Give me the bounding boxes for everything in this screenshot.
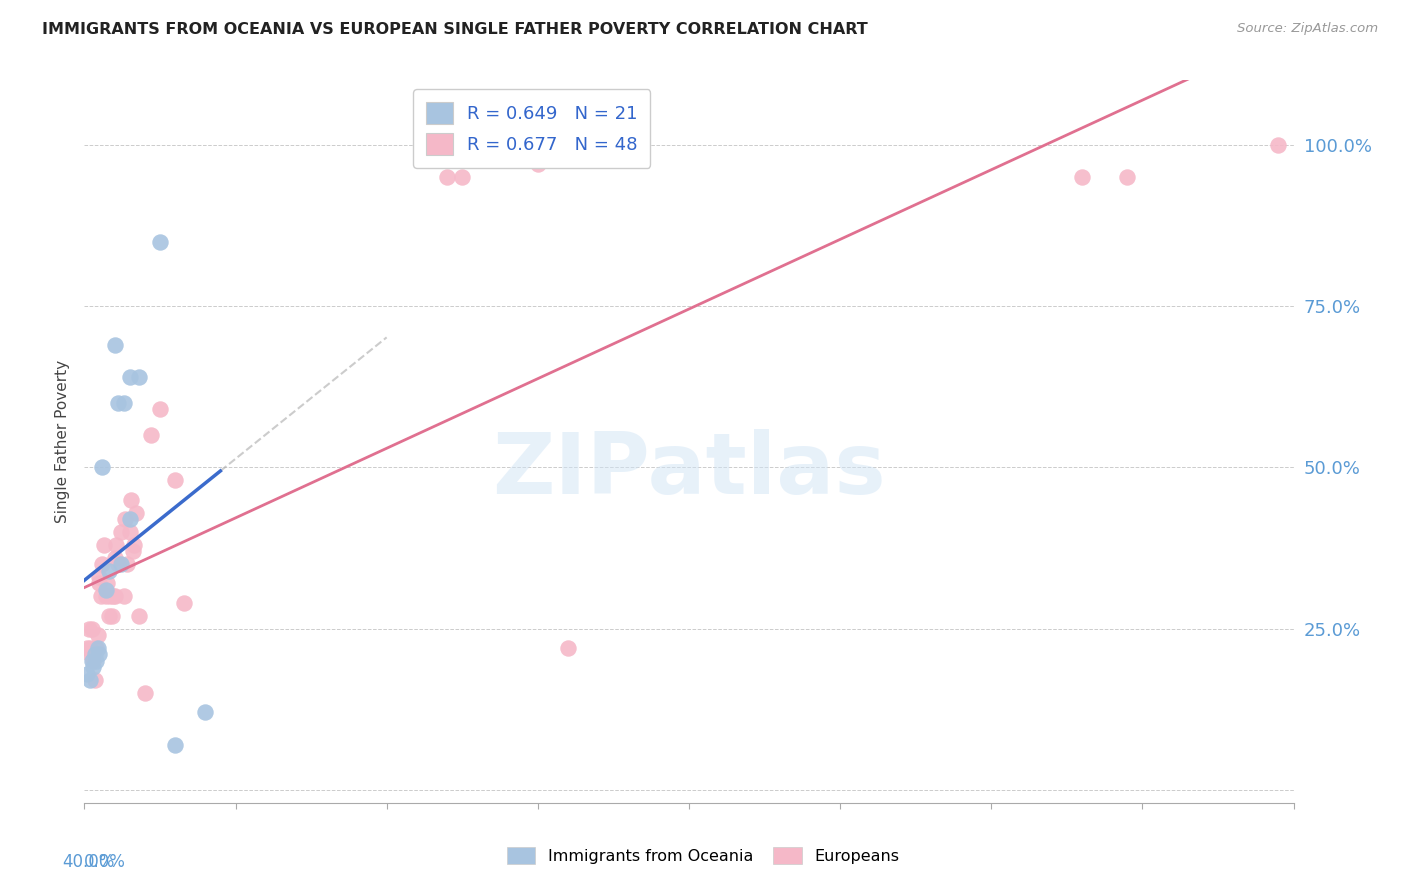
Text: Source: ZipAtlas.com: Source: ZipAtlas.com (1237, 22, 1378, 36)
Point (105, 538, 128, 552)
Point (86, 654, 108, 668)
Point (104, 550, 127, 565)
Point (118, 370, 141, 384)
Point (451, 169, 474, 184)
Point (194, 706, 217, 720)
Point (94, 590, 117, 604)
Point (104, 338, 127, 352)
Point (165, 473, 187, 487)
Legend: Immigrants from Oceania, Europeans: Immigrants from Oceania, Europeans (501, 840, 905, 871)
Point (1071, 169, 1094, 184)
Point (122, 538, 145, 552)
Point (541, 151, 564, 165)
Point (84, 648, 107, 662)
Text: ZIPatlas: ZIPatlas (492, 429, 886, 512)
Point (76, 666, 98, 681)
Point (101, 590, 124, 604)
Point (87, 628, 110, 642)
Point (134, 686, 156, 700)
Point (112, 396, 135, 410)
Point (149, 235, 172, 249)
Point (118, 512, 141, 526)
Point (121, 544, 143, 558)
Point (82, 654, 104, 668)
Point (107, 396, 129, 410)
Y-axis label: Single Father Poverty: Single Father Poverty (55, 360, 70, 523)
Point (527, 157, 550, 171)
Point (86, 640, 108, 655)
Point (107, 557, 129, 571)
Text: 40.0%: 40.0% (62, 854, 115, 871)
Point (128, 370, 150, 384)
Point (89, 576, 111, 591)
Point (82, 660, 104, 674)
Text: 0.0%: 0.0% (84, 854, 127, 871)
Point (93, 538, 115, 552)
Point (87, 640, 110, 655)
Point (82, 648, 104, 662)
Point (94, 582, 117, 597)
Point (149, 402, 172, 417)
Point (112, 590, 135, 604)
Point (100, 608, 122, 623)
Point (139, 428, 162, 442)
Point (77, 622, 100, 636)
Point (110, 557, 132, 571)
Point (120, 492, 142, 507)
Point (1116, 169, 1139, 184)
Point (114, 512, 136, 526)
Point (84, 673, 107, 688)
Point (80, 622, 103, 636)
Point (97, 608, 120, 623)
Point (125, 506, 148, 520)
Point (79, 673, 101, 688)
Point (79, 648, 101, 662)
Point (89, 648, 111, 662)
Point (1267, 137, 1289, 152)
Point (128, 608, 150, 623)
Legend: R = 0.649   N = 21, R = 0.677   N = 48: R = 0.649 N = 21, R = 0.677 N = 48 (413, 89, 651, 168)
Point (436, 169, 458, 184)
Point (96, 576, 118, 591)
Point (118, 524, 141, 539)
Point (115, 557, 138, 571)
Point (89, 570, 111, 584)
Point (76, 640, 98, 655)
Text: IMMIGRANTS FROM OCEANIA VS EUROPEAN SINGLE FATHER POVERTY CORRELATION CHART: IMMIGRANTS FROM OCEANIA VS EUROPEAN SING… (42, 22, 868, 37)
Point (557, 640, 579, 655)
Point (90, 590, 112, 604)
Point (91, 460, 114, 475)
Point (80, 654, 103, 668)
Point (98, 590, 121, 604)
Point (91, 557, 114, 571)
Point (110, 524, 132, 539)
Point (104, 590, 127, 604)
Point (173, 596, 195, 610)
Point (165, 738, 187, 752)
Point (79, 640, 101, 655)
Point (97, 564, 120, 578)
